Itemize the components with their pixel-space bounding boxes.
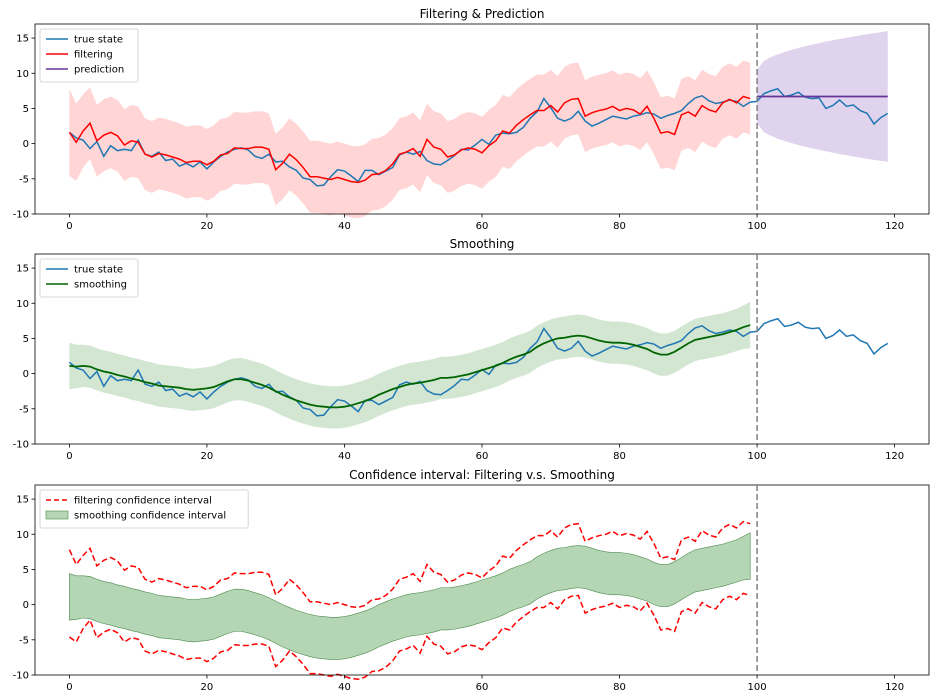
y-tick-label: 15: [16, 34, 29, 45]
filtering-lower-line: [68, 592, 751, 680]
x-tick-label: 60: [476, 221, 489, 232]
confidence-interval-panel: Confidence interval: Filtering v.s. Smoo…: [13, 468, 930, 693]
x-tick-label: 40: [338, 682, 351, 693]
y-tick-label: 5: [23, 565, 29, 576]
x-tick-label: 0: [66, 682, 72, 693]
x-tick-label: 0: [66, 451, 72, 462]
filtering-line: [68, 95, 751, 184]
y-tick-label: -5: [19, 174, 29, 185]
y-tick-label: -5: [19, 635, 29, 646]
x-tick-label: 100: [748, 451, 767, 462]
y-tick-label: 15: [16, 264, 29, 275]
x-tick-label: 80: [613, 682, 626, 693]
chart-title: Smoothing: [450, 237, 515, 251]
x-tick-label: 20: [201, 682, 214, 693]
chart-title: Confidence interval: Filtering v.s. Smoo…: [349, 468, 615, 482]
legend-entry: filtering: [74, 50, 113, 61]
x-tick-label: 40: [338, 451, 351, 462]
y-tick-label: -10: [13, 440, 29, 451]
x-tick-label: 120: [885, 682, 904, 693]
y-tick-label: 5: [23, 104, 29, 115]
y-tick-label: -5: [19, 404, 29, 415]
y-tick-label: -10: [13, 671, 29, 682]
legend-entry: smoothing: [74, 280, 127, 291]
x-tick-label: 100: [748, 682, 767, 693]
y-tick-label: 0: [23, 369, 29, 380]
x-tick-label: 60: [476, 451, 489, 462]
x-tick-label: 80: [613, 221, 626, 232]
legend-entry: true state: [74, 35, 123, 46]
legend-entry: true state: [74, 265, 123, 276]
x-tick-label: 40: [338, 221, 351, 232]
filtering-prediction-panel: Filtering & Prediction 0 20 40 60 80 100 120-1…: [13, 7, 930, 232]
legend-box: [39, 489, 249, 529]
legend: true state smoothing: [39, 258, 139, 298]
smoothing-band: [69, 532, 751, 660]
y-tick-label: -10: [13, 210, 29, 221]
x-tick-label: 120: [885, 451, 904, 462]
smoothing-line: [69, 324, 751, 409]
legend: filtering confidence interval smoothing c…: [39, 489, 249, 529]
smoothing-band: [69, 301, 751, 429]
legend-entry: prediction: [74, 65, 124, 76]
x-tick-label: 20: [201, 221, 214, 232]
y-tick-label: 10: [16, 530, 29, 541]
filtering-band: [69, 60, 751, 219]
true-state-line: [68, 87, 889, 187]
x-tick-label: 100: [748, 221, 767, 232]
legend: true state filtering prediction: [39, 28, 139, 83]
x-tick-label: 20: [201, 451, 214, 462]
smoothing-panel: Smoothing 0 20 40 60 80 100 120 -10 -5 0 5 10 15 tru…: [13, 237, 930, 462]
x-tick-label: 80: [613, 451, 626, 462]
y-tick-label: 5: [23, 334, 29, 345]
y-tick-label: 10: [16, 69, 29, 80]
y-tick-label: 0: [23, 139, 29, 150]
x-tick-label: 0: [66, 221, 72, 232]
y-tick-label: 0: [23, 600, 29, 611]
y-tick-label: 15: [16, 495, 29, 506]
y-tick-label: 10: [16, 299, 29, 310]
x-tick-label: 120: [885, 221, 904, 232]
legend-swatch: [45, 510, 69, 520]
legend-entry: filtering confidence interval: [74, 496, 212, 507]
chart-title: Filtering & Prediction: [420, 7, 545, 21]
true-state-line: [68, 317, 889, 417]
legend-entry: smoothing confidence interval: [74, 511, 226, 522]
x-tick-label: 60: [476, 682, 489, 693]
